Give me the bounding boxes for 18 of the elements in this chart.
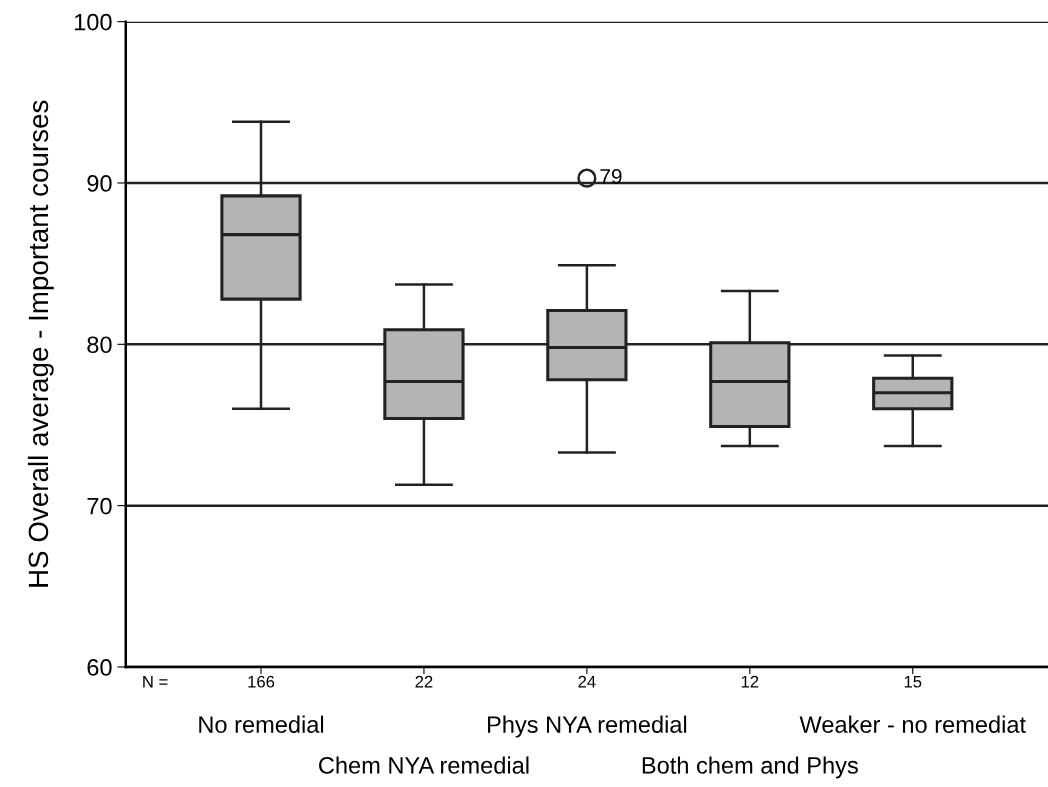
text: N = bbox=[143, 675, 168, 688]
text: 22 bbox=[415, 675, 433, 688]
y-tick-label: 80 bbox=[87, 336, 112, 354]
x-tick-label: Chem NYA remedial bbox=[319, 756, 529, 774]
text: 12 bbox=[741, 675, 759, 688]
text: 24 bbox=[578, 675, 596, 688]
x-tick-label: Both chem and Phys bbox=[642, 756, 858, 779]
annotation: 79 bbox=[600, 168, 622, 184]
y-tick-label: 90 bbox=[87, 175, 112, 192]
text: 15 bbox=[904, 675, 922, 688]
y-tick-label: 100 bbox=[74, 13, 112, 31]
y-tick-label: 70 bbox=[87, 497, 112, 515]
text: 166 bbox=[248, 675, 275, 688]
x-tick-label: Weaker - no remediat bbox=[799, 715, 1026, 733]
y-tick-label: 60 bbox=[87, 659, 112, 676]
x-tick-label: No remedial bbox=[199, 715, 324, 733]
x-tick-label: Phys NYA remedial bbox=[487, 715, 687, 738]
y-axis-title: HS Overall average - Important courses bbox=[27, 100, 54, 587]
